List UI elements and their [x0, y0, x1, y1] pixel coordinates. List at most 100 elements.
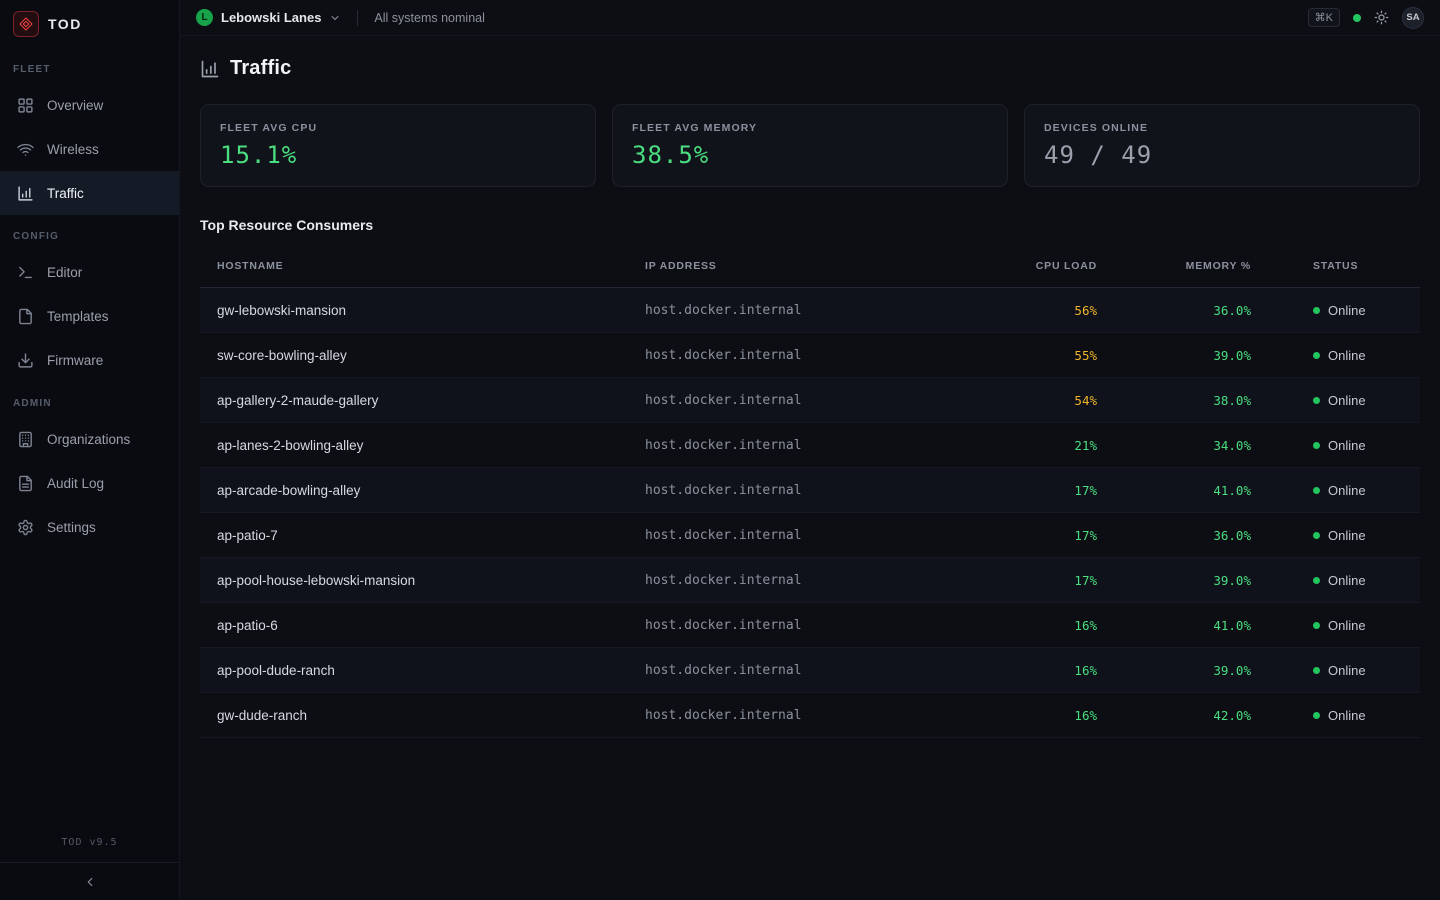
stat-card: FLEET AVG MEMORY 38.5% [612, 104, 1008, 187]
topbar-divider [357, 10, 358, 26]
hostname-cell: ap-lanes-2-bowling-alley [200, 438, 645, 453]
stat-label: DEVICES ONLINE [1044, 122, 1400, 134]
app-title: TOD [48, 16, 82, 32]
column-header: CPU LOAD [980, 260, 1097, 272]
org-name: Lebowski Lanes [221, 10, 321, 25]
table-row[interactable]: ap-pool-house-lebowski-mansionhost.docke… [200, 558, 1420, 603]
sidebar-item-organizations[interactable]: Organizations [0, 417, 179, 461]
app-version: TOD v9.5 [0, 829, 179, 862]
sidebar-item-overview[interactable]: Overview [0, 83, 179, 127]
theme-toggle-button[interactable] [1374, 10, 1389, 25]
cpu-load-cell: 21% [980, 438, 1097, 453]
sidebar-item-settings[interactable]: Settings [0, 505, 179, 549]
memory-cell: 41.0% [1097, 483, 1251, 498]
ip-address-cell: host.docker.internal [645, 348, 980, 363]
status-cell: Online [1251, 528, 1420, 543]
sidebar-item-traffic[interactable]: Traffic [0, 171, 179, 215]
sidebar-item-label: Settings [47, 520, 96, 535]
stat-value: 15.1% [220, 141, 576, 169]
sidebar-collapse-button[interactable] [0, 862, 179, 900]
memory-cell: 42.0% [1097, 708, 1251, 723]
status-label: Online [1328, 438, 1366, 453]
sidebar-item-templates[interactable]: Templates [0, 294, 179, 338]
column-header: STATUS [1251, 260, 1420, 272]
online-status-dot [1313, 712, 1320, 719]
sidebar-item-label: Audit Log [47, 476, 104, 491]
online-status-dot [1313, 577, 1320, 584]
topbar-left: L Lebowski Lanes All systems nominal [196, 9, 485, 26]
table-row[interactable]: ap-patio-7host.docker.internal17%36.0%On… [200, 513, 1420, 558]
status-label: Online [1328, 663, 1366, 678]
hostname-cell: ap-patio-7 [200, 528, 645, 543]
status-cell: Online [1251, 618, 1420, 633]
status-cell: Online [1251, 438, 1420, 453]
ip-address-cell: host.docker.internal [645, 393, 980, 408]
online-status-dot [1313, 397, 1320, 404]
stat-card: DEVICES ONLINE 49 / 49 [1024, 104, 1420, 187]
status-cell: Online [1251, 483, 1420, 498]
cpu-load-cell: 54% [980, 393, 1097, 408]
sidebar-item-label: Templates [47, 309, 109, 324]
cpu-load-cell: 17% [980, 573, 1097, 588]
ip-address-cell: host.docker.internal [645, 438, 980, 453]
table-header: HOSTNAMEIP ADDRESSCPU LOADMEMORY %STATUS [200, 245, 1420, 288]
hostname-cell: ap-gallery-2-maude-gallery [200, 393, 645, 408]
table-row[interactable]: gw-dude-ranchhost.docker.internal16%42.0… [200, 693, 1420, 738]
consumers-table: HOSTNAMEIP ADDRESSCPU LOADMEMORY %STATUS… [200, 245, 1420, 738]
chevron-down-icon [329, 12, 341, 24]
table-row[interactable]: ap-patio-6host.docker.internal16%41.0%On… [200, 603, 1420, 648]
bar-chart-icon [17, 185, 34, 202]
sidebar-item-audit-log[interactable]: Audit Log [0, 461, 179, 505]
hostname-cell: ap-pool-house-lebowski-mansion [200, 573, 645, 588]
status-cell: Online [1251, 393, 1420, 408]
cpu-load-cell: 16% [980, 618, 1097, 633]
sun-icon [1374, 10, 1389, 25]
traffic-chart-icon [200, 59, 220, 79]
column-header: IP ADDRESS [645, 260, 980, 272]
memory-cell: 41.0% [1097, 618, 1251, 633]
table-row[interactable]: gw-lebowski-mansionhost.docker.internal5… [200, 288, 1420, 333]
stat-value: 49 / 49 [1044, 141, 1400, 169]
table-row[interactable]: ap-gallery-2-maude-galleryhost.docker.in… [200, 378, 1420, 423]
app-logo[interactable]: TOD [0, 0, 179, 48]
memory-cell: 36.0% [1097, 303, 1251, 318]
online-status-dot [1313, 442, 1320, 449]
column-header: MEMORY % [1097, 260, 1251, 272]
topbar-right: ⌘K SA [1308, 7, 1424, 29]
ip-address-cell: host.docker.internal [645, 528, 980, 543]
command-palette-shortcut[interactable]: ⌘K [1308, 8, 1340, 27]
cpu-load-cell: 55% [980, 348, 1097, 363]
status-label: Online [1328, 393, 1366, 408]
sidebar-item-label: Traffic [47, 186, 84, 201]
gear-icon [17, 519, 34, 536]
table-row[interactable]: sw-core-bowling-alleyhost.docker.interna… [200, 333, 1420, 378]
hostname-cell: sw-core-bowling-alley [200, 348, 645, 363]
stat-value: 38.5% [632, 141, 988, 169]
hostname-cell: gw-lebowski-mansion [200, 303, 645, 318]
cpu-load-cell: 16% [980, 708, 1097, 723]
hostname-cell: ap-patio-6 [200, 618, 645, 633]
table-row[interactable]: ap-arcade-bowling-alleyhost.docker.inter… [200, 468, 1420, 513]
hostname-cell: ap-pool-dude-ranch [200, 663, 645, 678]
building-icon [17, 431, 34, 448]
ip-address-cell: host.docker.internal [645, 663, 980, 678]
sidebar-item-editor[interactable]: Editor [0, 250, 179, 294]
ip-address-cell: host.docker.internal [645, 483, 980, 498]
stat-label: FLEET AVG MEMORY [632, 122, 988, 134]
sidebar-item-wireless[interactable]: Wireless [0, 127, 179, 171]
org-avatar: L [196, 9, 213, 26]
online-status-dot [1313, 532, 1320, 539]
user-avatar[interactable]: SA [1402, 7, 1424, 29]
hostname-cell: gw-dude-ranch [200, 708, 645, 723]
sidebar-item-label: Overview [47, 98, 103, 113]
page-content: Traffic FLEET AVG CPU15.1%FLEET AVG MEMO… [180, 36, 1440, 900]
table-row[interactable]: ap-lanes-2-bowling-alleyhost.docker.inte… [200, 423, 1420, 468]
memory-cell: 38.0% [1097, 393, 1251, 408]
chevron-left-icon [83, 875, 97, 889]
table-row[interactable]: ap-pool-dude-ranchhost.docker.internal16… [200, 648, 1420, 693]
app-root: TOD FLEETOverviewWirelessTrafficCONFIGEd… [0, 0, 1440, 900]
org-switcher[interactable]: L Lebowski Lanes [196, 9, 341, 26]
table-body: gw-lebowski-mansionhost.docker.internal5… [200, 288, 1420, 738]
sidebar-item-label: Editor [47, 265, 82, 280]
sidebar-item-firmware[interactable]: Firmware [0, 338, 179, 382]
